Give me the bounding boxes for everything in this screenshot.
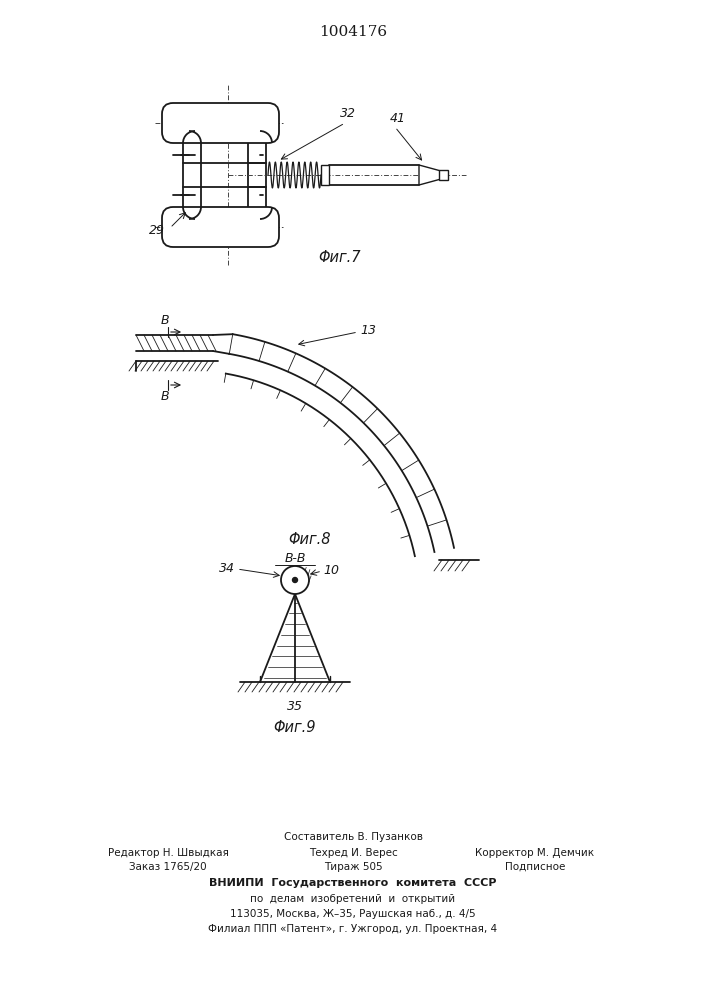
Polygon shape bbox=[419, 165, 441, 185]
Circle shape bbox=[293, 578, 298, 582]
Text: 29: 29 bbox=[149, 224, 165, 236]
Bar bbox=[439, 170, 448, 180]
Text: 32: 32 bbox=[340, 107, 356, 120]
Text: 35: 35 bbox=[287, 700, 303, 713]
Bar bbox=[321, 165, 329, 185]
Text: Φиг.7: Φиг.7 bbox=[319, 250, 361, 265]
Text: B-B: B-B bbox=[284, 552, 305, 565]
Circle shape bbox=[281, 566, 309, 594]
Text: Корректор М. Демчик: Корректор М. Демчик bbox=[475, 848, 595, 858]
Text: Подписное: Подписное bbox=[505, 862, 565, 872]
Text: 13: 13 bbox=[360, 324, 376, 336]
Text: ВНИИПИ  Государственного  комитета  СССР: ВНИИПИ Государственного комитета СССР bbox=[209, 878, 497, 888]
Text: 113035, Москва, Ж–35, Раушская наб., д. 4/5: 113035, Москва, Ж–35, Раушская наб., д. … bbox=[230, 909, 476, 919]
Text: Тираж 505: Тираж 505 bbox=[324, 862, 382, 872]
Text: Техред И. Верес: Техред И. Верес bbox=[309, 848, 397, 858]
Text: Заказ 1765/20: Заказ 1765/20 bbox=[129, 862, 207, 872]
Text: Редактор Н. Швыдкая: Редактор Н. Швыдкая bbox=[107, 848, 228, 858]
Text: Филиал ППП «Патент», г. Ужгород, ул. Проектная, 4: Филиал ППП «Патент», г. Ужгород, ул. Про… bbox=[209, 924, 498, 934]
Text: B: B bbox=[160, 390, 169, 403]
Text: Составитель В. Пузанков: Составитель В. Пузанков bbox=[284, 832, 423, 842]
Text: 1004176: 1004176 bbox=[319, 25, 387, 39]
Text: B: B bbox=[160, 314, 169, 327]
Text: 41: 41 bbox=[390, 112, 406, 125]
Text: 10: 10 bbox=[323, 564, 339, 576]
FancyBboxPatch shape bbox=[162, 207, 279, 247]
Text: по  делам  изобретений  и  открытий: по делам изобретений и открытий bbox=[250, 894, 455, 904]
Text: Φиг.9: Φиг.9 bbox=[274, 720, 316, 735]
Text: 34: 34 bbox=[219, 562, 235, 576]
Text: Φиг.8: Φиг.8 bbox=[288, 532, 332, 547]
FancyBboxPatch shape bbox=[162, 103, 279, 143]
